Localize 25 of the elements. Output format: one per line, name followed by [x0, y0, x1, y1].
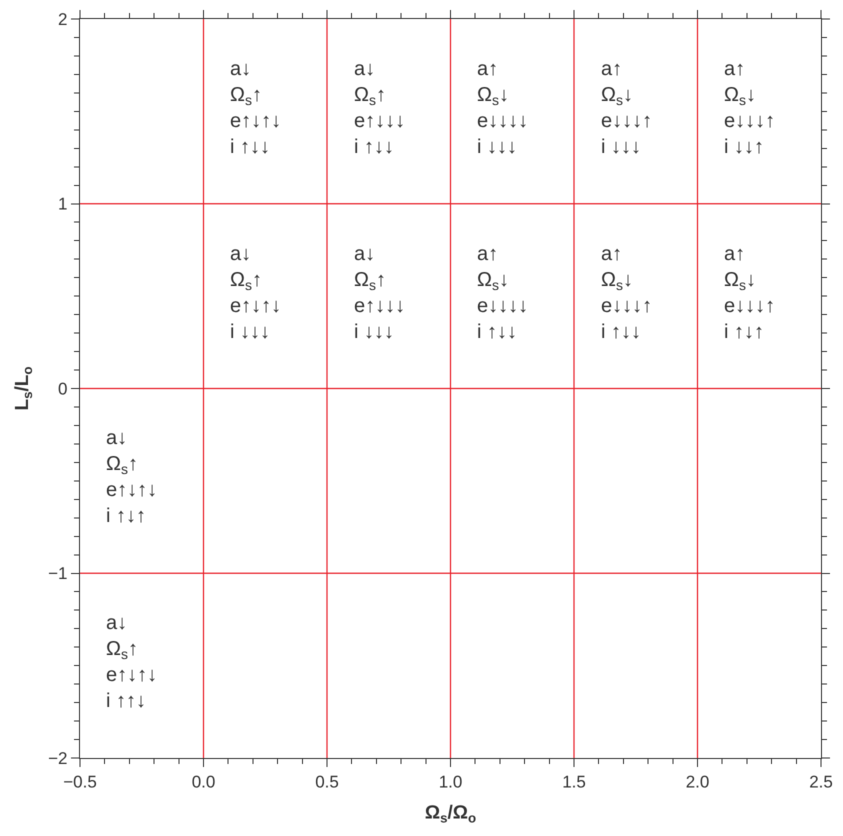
annotation: a↑ Ω$_{s}$↓ e↓↓↓↓ i ↑↓↓ — [477, 243, 528, 343]
annotation: a↓ Ω$_{s}$↑ e↑↓↓↓ i ↑↓↓ — [354, 58, 406, 158]
y-tick-label: 1 — [58, 194, 68, 214]
y-tick-label: −1 — [48, 564, 68, 584]
annotation: a↓ Ω$_{s}$↑ e↑↓↑↓ i ↑↓↓ — [230, 58, 282, 158]
annotation: a↑ Ω$_{s}$↓ e↓↓↓↑ i ↑↓↑ — [724, 243, 776, 343]
annotation: a↓ Ω$_{s}$↑ e↑↓↑↓ i ↓↓↓ — [230, 243, 282, 343]
x-axis-title: Ω$_{s}$/Ω$_{o}$ — [424, 802, 476, 826]
annotation: a↑ Ω$_{s}$↓ e↓↓↓↑ i ↓↓↑ — [724, 58, 776, 158]
x-tick-label: 2.5 — [809, 772, 833, 792]
annotation: a↓ Ω$_{s}$↑ e↑↓↑↓ i ↑↓↑ — [106, 427, 158, 527]
x-tick-label: 1.0 — [438, 772, 462, 792]
x-tick-label: −0.5 — [63, 772, 97, 792]
annotation: a↓ Ω$_{s}$↑ e↑↓↑↓ i ↑↑↓ — [106, 612, 158, 712]
annotation: a↑ Ω$_{s}$↓ e↓↓↓↑ i ↓↓↓ — [601, 58, 652, 158]
annotation: a↓ Ω$_{s}$↑ e↑↓↓↓ i ↓↓↓ — [354, 243, 406, 343]
annotation: a↑ Ω$_{s}$↓ e↓↓↓↑ i ↑↓↓ — [601, 243, 652, 343]
annotation: a↑ Ω$_{s}$↓ e↓↓↓↓ i ↓↓↓ — [477, 58, 528, 158]
x-tick-label: 0.0 — [192, 772, 216, 792]
x-tick-label: 0.5 — [315, 772, 339, 792]
y-tick-label: 2 — [58, 10, 68, 29]
x-tick-label: 2.0 — [686, 772, 710, 792]
y-tick-label: 0 — [58, 379, 68, 398]
y-tick-label: −2 — [48, 748, 68, 768]
x-tick-label: 1.5 — [562, 772, 586, 792]
